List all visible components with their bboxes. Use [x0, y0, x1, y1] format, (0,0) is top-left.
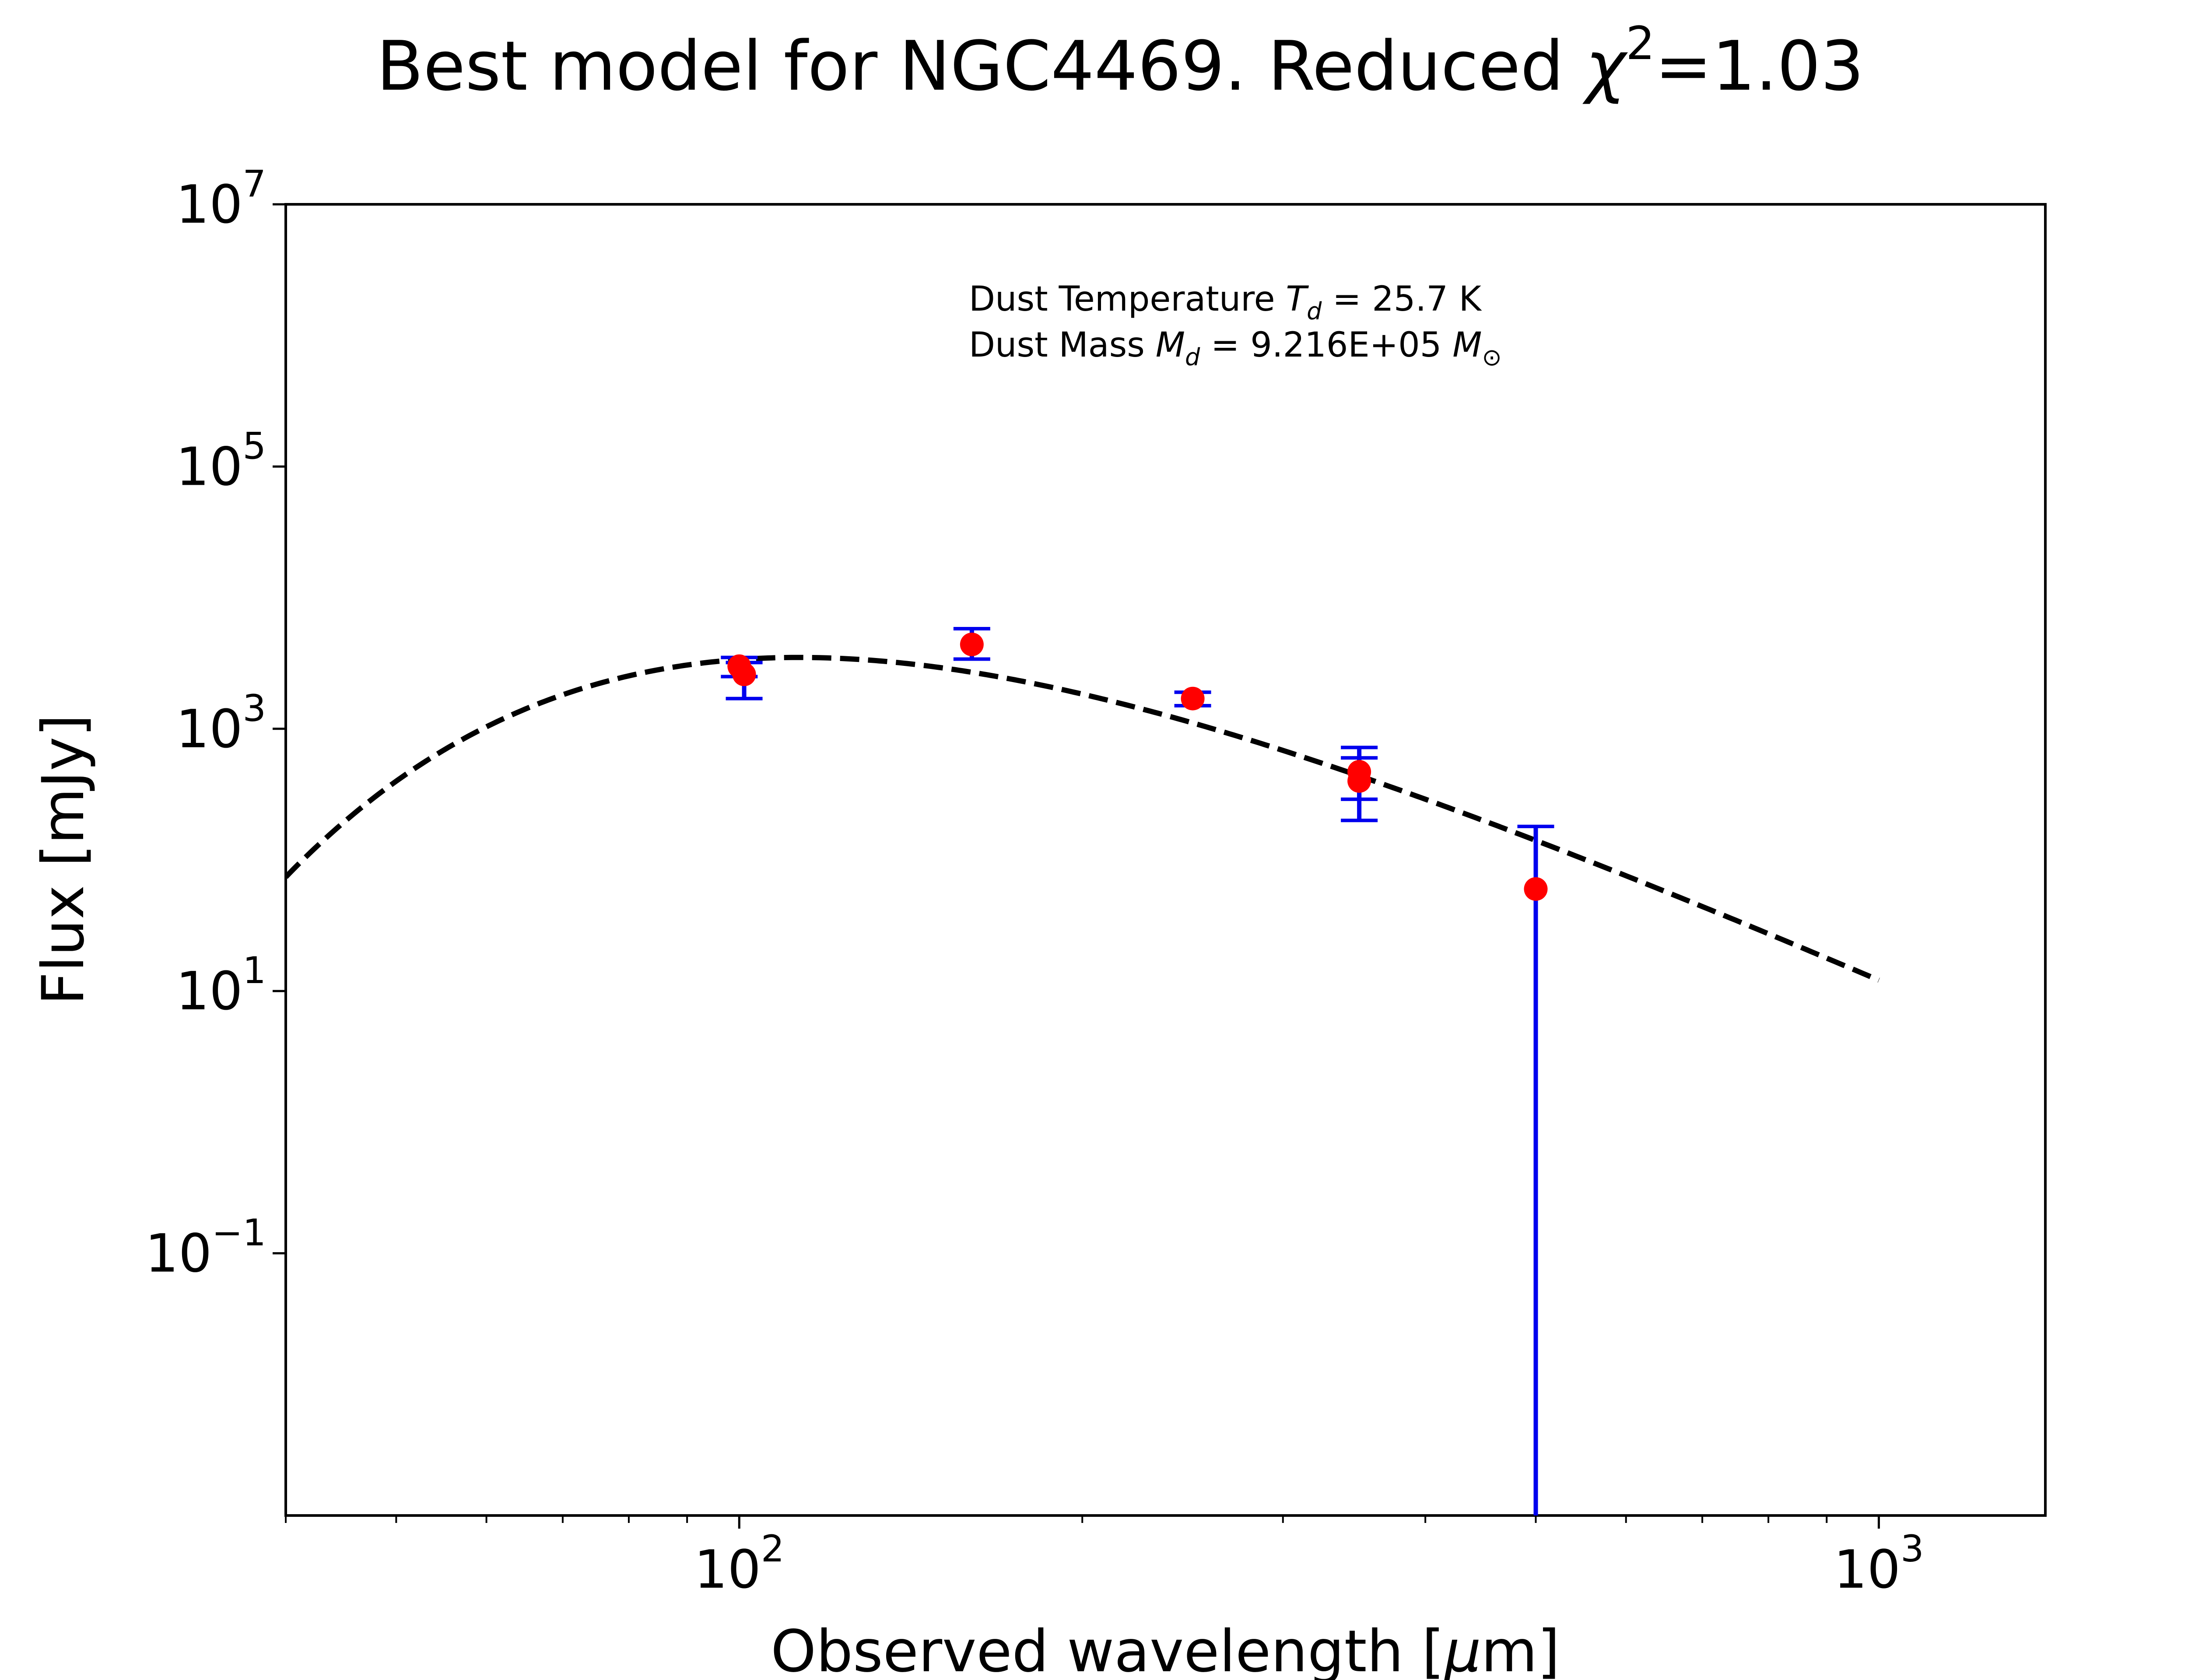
data-point — [960, 632, 984, 656]
data-point — [1181, 686, 1205, 710]
data-points — [727, 632, 1548, 901]
annotation-dust-temperature: Dust Temperature Td = 25.7 K — [969, 280, 1482, 325]
y-tick-label: 10−1 — [145, 1211, 266, 1284]
annotation-dust-mass: Dust Mass Md = 9.216E+05 M⊙ — [969, 326, 1502, 371]
data-point — [1524, 877, 1548, 901]
chart-title: Best model for NGC4469. Reduced χ2=1.03 — [376, 17, 1864, 106]
x-axis-ticks: 102 103 — [285, 1516, 1924, 1600]
y-axis-ticks: 10−1 101 103 105 107 — [145, 162, 286, 1284]
data-point — [1347, 769, 1371, 793]
error-bars — [721, 627, 1554, 1516]
y-axis-label: Flux [mJy] — [30, 714, 97, 1005]
plot-area-frame — [284, 203, 2047, 1517]
y-tick-label: 107 — [176, 162, 266, 235]
y-tick-label: 103 — [176, 687, 266, 760]
x-axis-label: Observed wavelength [μm] — [771, 1618, 1560, 1680]
data-point — [732, 662, 756, 686]
y-tick-label: 101 — [176, 949, 266, 1022]
x-tick-label: 102 — [694, 1527, 784, 1600]
model-curve — [286, 654, 1880, 983]
x-tick-label: 103 — [1834, 1527, 1924, 1600]
y-tick-label: 105 — [176, 424, 266, 497]
